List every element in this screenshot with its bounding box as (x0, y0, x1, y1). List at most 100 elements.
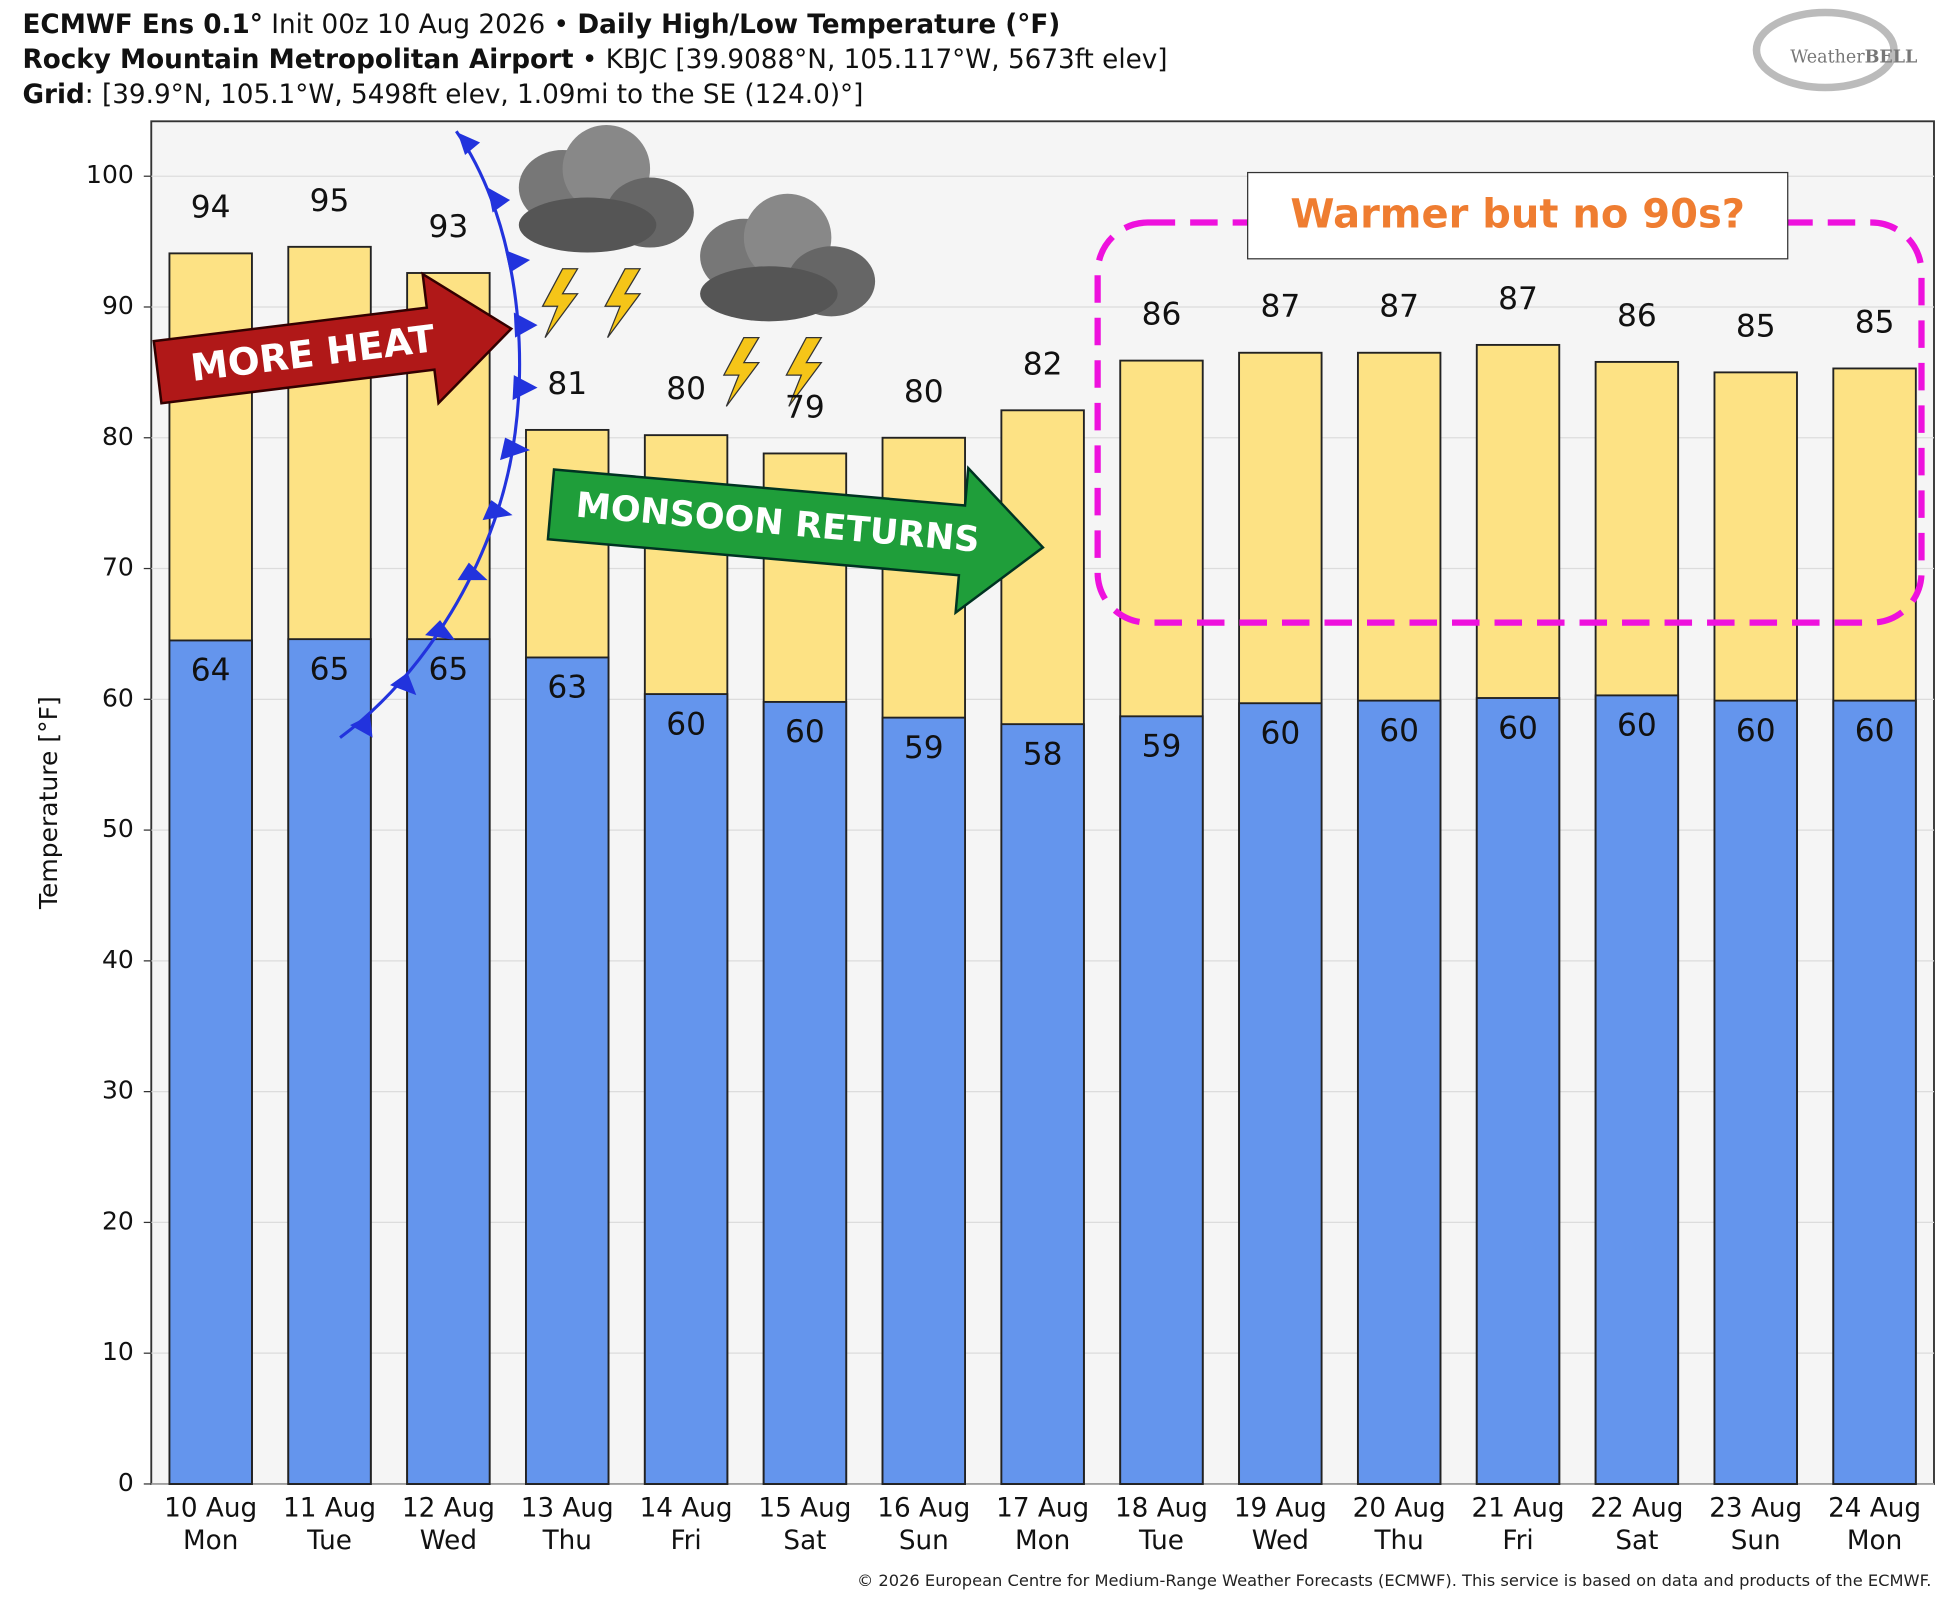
station: Rocky Mountain Metropolitan Airport (23, 45, 574, 75)
storm-icon (700, 193, 876, 407)
value-label: 60 (1736, 713, 1776, 749)
x-tick-sublabel: Tue (306, 1526, 352, 1556)
y-tick-label: 50 (102, 814, 134, 843)
x-tick-label: 17 Aug (996, 1493, 1089, 1523)
x-tick-sublabel: Sat (783, 1526, 826, 1556)
bars (168, 245, 1917, 1485)
logo-text: WeatherBELL (1790, 47, 1917, 67)
value-label: 82 (1023, 346, 1063, 382)
bar (168, 639, 253, 1485)
value-label: 60 (1498, 710, 1538, 746)
bar (1713, 699, 1798, 1485)
y-tick-label: 0 (118, 1468, 134, 1497)
bar (762, 700, 848, 1485)
value-label: 93 (429, 209, 469, 245)
bar (525, 656, 610, 1485)
storm-icon (518, 125, 694, 338)
logo-b: BELL (1865, 47, 1918, 67)
bar (1119, 715, 1204, 1485)
footer: © 2026 European Centre for Medium-Range … (857, 1571, 1931, 1590)
x-tick-label: 14 Aug (640, 1493, 733, 1523)
value-label: 60 (1617, 708, 1657, 744)
arrow-shape (152, 271, 514, 406)
value-label: 65 (310, 651, 350, 687)
bar (1594, 694, 1680, 1485)
bar (1356, 699, 1442, 1485)
x-tick-sublabel: Fri (1502, 1526, 1533, 1556)
value-label: 63 (547, 670, 587, 706)
y-tick-label: 10 (102, 1337, 134, 1366)
value-label: 64 (191, 653, 231, 689)
x-tick-sublabel: Mon (1847, 1526, 1902, 1556)
x-tick-sublabel: Wed (1252, 1526, 1309, 1556)
value-label: 60 (785, 714, 825, 750)
x-tick-label: 20 Aug (1353, 1493, 1446, 1523)
x-tick-sublabel: Sun (899, 1526, 949, 1556)
x-tick-label: 12 Aug (402, 1493, 495, 1523)
x-tick-label: 23 Aug (1709, 1493, 1802, 1523)
x-tick-label: 19 Aug (1234, 1493, 1327, 1523)
bar (1475, 697, 1561, 1485)
y-tick-label: 80 (102, 422, 134, 451)
x-tick-sublabel: Sun (1731, 1526, 1781, 1556)
value-label: 95 (310, 183, 350, 219)
y-tick-label: 60 (102, 683, 134, 712)
y-tick-label: 100 (86, 160, 134, 189)
header-line: ECMWF Ens 0.1° Init 00z 10 Aug 2026 • Da… (23, 10, 1061, 40)
x-tick-sublabel: Wed (420, 1526, 477, 1556)
value-label: 87 (1260, 289, 1300, 325)
value-label: 85 (1736, 308, 1776, 344)
value-label: 85 (1855, 304, 1895, 340)
x-tick-sublabel: Thu (1374, 1526, 1424, 1556)
value-label: 59 (904, 730, 944, 766)
bar (1832, 699, 1917, 1485)
y-tick-label: 20 (102, 1206, 134, 1235)
bar (1238, 702, 1323, 1485)
value-label: 81 (547, 366, 587, 402)
x-tick-label: 11 Aug (283, 1493, 376, 1523)
cold-front (339, 130, 538, 739)
annotation: Warmer but no 90s? (1290, 191, 1745, 237)
header-line: Grid: [39.9°N, 105.1°W, 5498ft elev, 1.0… (23, 80, 864, 110)
title: Daily High/Low Temperature (°F) (577, 10, 1060, 40)
logo: WeatherBELL (1752, 8, 1917, 92)
bar (1000, 723, 1085, 1485)
value-label: 87 (1498, 281, 1538, 317)
bar (881, 716, 966, 1485)
callout-box (1247, 171, 1789, 260)
value-label: 60 (1855, 713, 1895, 749)
y-tick-label: 40 (102, 945, 134, 974)
x-tick-label: 15 Aug (758, 1493, 851, 1523)
y-tick-label: 70 (102, 553, 134, 582)
x-tick-sublabel: Sat (1615, 1526, 1658, 1556)
value-label: 94 (191, 189, 231, 225)
x-tick-sublabel: Tue (1138, 1526, 1184, 1556)
value-label: 60 (666, 706, 706, 742)
value-label: 59 (1142, 729, 1182, 765)
x-tick-sublabel: Fri (670, 1526, 701, 1556)
x-tick-label: 22 Aug (1590, 1493, 1683, 1523)
x-tick-label: 16 Aug (877, 1493, 970, 1523)
x-tick-label: 13 Aug (521, 1493, 614, 1523)
value-label: 58 (1023, 736, 1063, 772)
value-label: 60 (1260, 715, 1300, 751)
value-label: 80 (666, 371, 706, 407)
model: ECMWF Ens 0.1° (23, 10, 263, 40)
bar (287, 638, 372, 1485)
value-label: 86 (1142, 297, 1182, 333)
logo-swirl (1752, 8, 1898, 92)
value-label: 80 (904, 374, 944, 410)
bar (406, 638, 491, 1485)
header-line: Rocky Mountain Metropolitan Airport • KB… (23, 45, 1168, 75)
arrow-shape (546, 465, 1045, 616)
x-tick-sublabel: Mon (1015, 1526, 1070, 1556)
value-label: 87 (1379, 289, 1419, 325)
x-tick-label: 24 Aug (1828, 1493, 1921, 1523)
x-tick-label: 10 Aug (164, 1493, 257, 1523)
grid-label: Grid (23, 80, 85, 110)
value-label: 60 (1379, 713, 1419, 749)
logo-a: Weather (1790, 47, 1865, 67)
y-tick-label: 90 (102, 291, 134, 320)
grid-info: : [39.9°N, 105.1°W, 5498ft elev, 1.09mi … (85, 80, 864, 110)
